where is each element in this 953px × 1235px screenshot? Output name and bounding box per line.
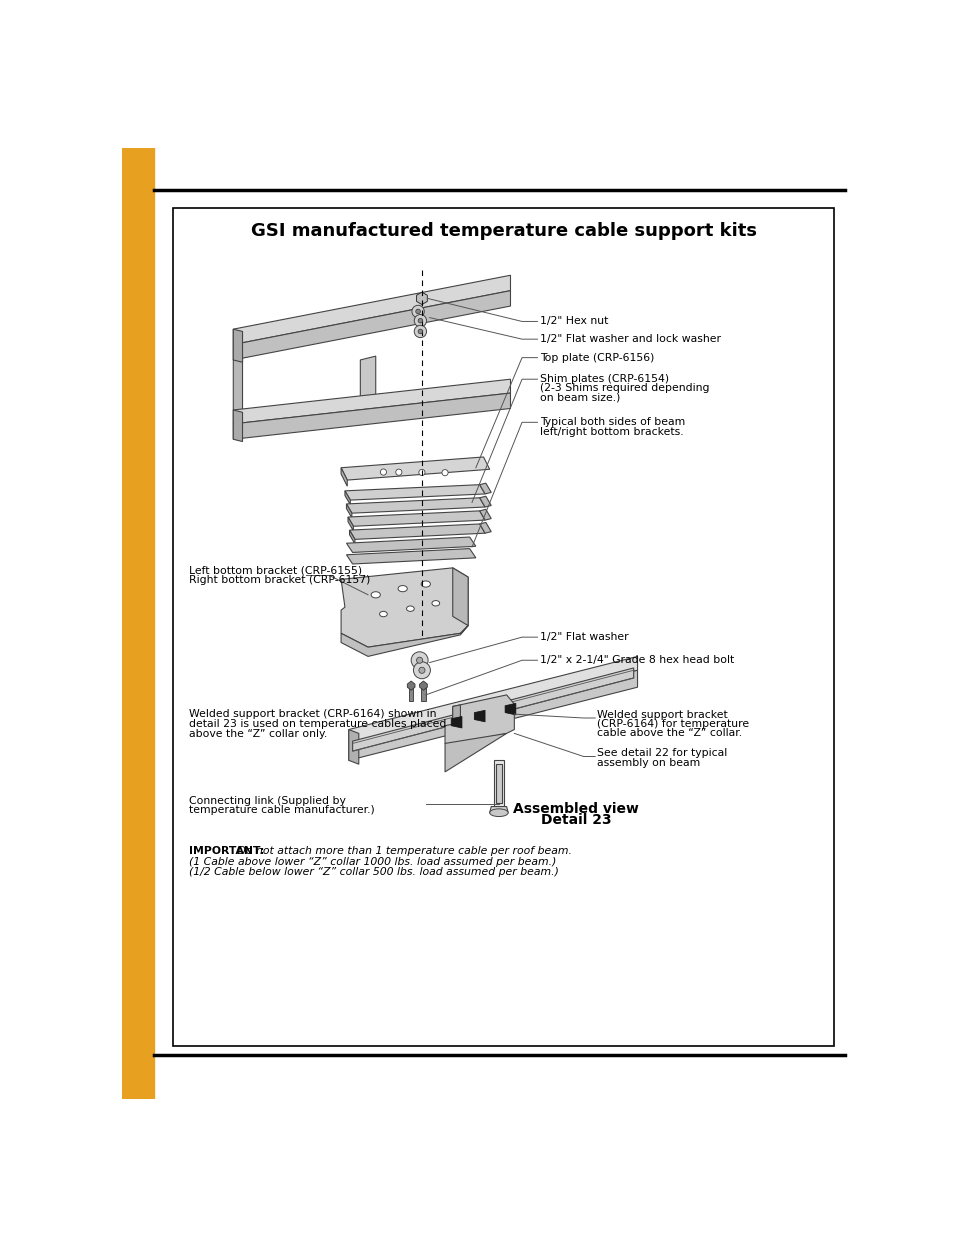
Polygon shape	[233, 393, 510, 440]
Text: assembly on beam: assembly on beam	[597, 757, 700, 768]
Polygon shape	[407, 680, 415, 690]
Text: Typical both sides of beam: Typical both sides of beam	[539, 417, 684, 427]
Bar	[121, 148, 153, 1099]
Polygon shape	[349, 656, 637, 743]
Circle shape	[411, 652, 428, 668]
Text: IMPORTANT:: IMPORTANT:	[190, 846, 265, 856]
Polygon shape	[479, 522, 491, 534]
Polygon shape	[348, 517, 353, 531]
Circle shape	[414, 325, 426, 337]
Polygon shape	[346, 548, 476, 564]
Polygon shape	[474, 710, 484, 721]
Text: Do not attach more than 1 temperature cable per roof beam.: Do not attach more than 1 temperature ca…	[233, 846, 572, 856]
Circle shape	[413, 662, 430, 679]
Text: Welded support bracket: Welded support bracket	[597, 710, 727, 720]
Polygon shape	[453, 568, 468, 626]
Text: Assembled view: Assembled view	[513, 802, 639, 816]
Polygon shape	[345, 484, 484, 500]
Bar	[409, 685, 413, 701]
Polygon shape	[496, 764, 501, 803]
Text: 1/2" Hex nut: 1/2" Hex nut	[539, 316, 607, 326]
Ellipse shape	[432, 600, 439, 606]
Polygon shape	[233, 275, 510, 345]
Text: 1/2" Flat washer and lock washer: 1/2" Flat washer and lock washer	[539, 335, 720, 345]
Polygon shape	[233, 330, 242, 362]
Text: 1/2" Flat washer: 1/2" Flat washer	[539, 632, 628, 642]
Circle shape	[418, 667, 425, 673]
Polygon shape	[504, 704, 516, 715]
Text: Left bottom bracket (CRP-6155): Left bottom bracket (CRP-6155)	[190, 566, 362, 576]
Ellipse shape	[371, 592, 380, 598]
Polygon shape	[346, 504, 352, 517]
Text: Connecting link (Supplied by: Connecting link (Supplied by	[190, 797, 346, 806]
Text: Top plate (CRP-6156): Top plate (CRP-6156)	[539, 353, 654, 363]
Text: GSI manufactured temperature cable support kits: GSI manufactured temperature cable suppo…	[251, 221, 756, 240]
Text: See detail 22 for typical: See detail 22 for typical	[597, 748, 727, 758]
Text: detail 23 is used on temperature cables placed: detail 23 is used on temperature cables …	[190, 719, 446, 729]
Polygon shape	[360, 356, 375, 414]
Text: (CRP-6164) for temperature: (CRP-6164) for temperature	[597, 719, 749, 729]
Polygon shape	[341, 457, 489, 480]
Circle shape	[441, 469, 448, 475]
Polygon shape	[349, 524, 484, 540]
Circle shape	[417, 330, 422, 333]
Polygon shape	[353, 668, 633, 751]
Ellipse shape	[379, 611, 387, 616]
Text: (1/2 Cable below lower “Z” collar 500 lbs. load assumed per beam.): (1/2 Cable below lower “Z” collar 500 lb…	[190, 867, 558, 877]
Polygon shape	[233, 410, 242, 442]
Polygon shape	[348, 511, 484, 526]
Polygon shape	[233, 325, 375, 359]
Polygon shape	[419, 680, 427, 690]
Text: temperature cable manufacturer.): temperature cable manufacturer.)	[190, 805, 375, 815]
Bar	[420, 685, 425, 701]
Ellipse shape	[406, 606, 414, 611]
Polygon shape	[444, 695, 514, 745]
Text: cable above the “Z” collar.: cable above the “Z” collar.	[597, 729, 741, 739]
Circle shape	[380, 469, 386, 475]
Polygon shape	[346, 537, 476, 552]
Text: (2-3 Shims required depending: (2-3 Shims required depending	[539, 383, 708, 394]
Polygon shape	[489, 806, 508, 813]
Bar	[173, 209, 833, 1046]
Text: Shim plates (CRP-6154): Shim plates (CRP-6154)	[539, 374, 668, 384]
Polygon shape	[233, 379, 510, 424]
Circle shape	[395, 469, 401, 475]
Polygon shape	[349, 530, 355, 543]
Text: left/right bottom brackets.: left/right bottom brackets.	[539, 426, 682, 436]
Text: above the “Z” collar only.: above the “Z” collar only.	[190, 729, 327, 739]
Ellipse shape	[420, 580, 430, 587]
Polygon shape	[341, 468, 347, 487]
Polygon shape	[416, 293, 427, 305]
Polygon shape	[341, 568, 468, 647]
Polygon shape	[346, 498, 484, 514]
Polygon shape	[233, 356, 242, 412]
Circle shape	[416, 657, 422, 663]
Circle shape	[417, 319, 422, 324]
Polygon shape	[233, 290, 510, 359]
Circle shape	[418, 469, 425, 475]
Polygon shape	[444, 734, 506, 772]
Text: (1 Cable above lower “Z” collar 1000 lbs. load assumed per beam.): (1 Cable above lower “Z” collar 1000 lbs…	[190, 857, 557, 867]
Polygon shape	[479, 483, 491, 494]
Polygon shape	[451, 716, 461, 727]
Polygon shape	[479, 509, 491, 520]
Circle shape	[412, 305, 424, 317]
Text: 1/2" x 2-1/4" Grade 8 hex head bolt: 1/2" x 2-1/4" Grade 8 hex head bolt	[539, 656, 733, 666]
Circle shape	[416, 309, 420, 314]
Polygon shape	[349, 730, 358, 764]
Polygon shape	[341, 626, 468, 656]
Ellipse shape	[489, 809, 508, 816]
Text: Welded support bracket (CRP-6164) shown in: Welded support bracket (CRP-6164) shown …	[190, 709, 436, 719]
Text: Detail 23: Detail 23	[540, 813, 611, 826]
Polygon shape	[479, 496, 491, 508]
Circle shape	[414, 315, 426, 327]
Polygon shape	[345, 490, 350, 505]
Text: on beam size.): on beam size.)	[539, 393, 619, 403]
Ellipse shape	[397, 585, 407, 592]
Polygon shape	[453, 705, 460, 724]
Text: Right bottom bracket (CRP-6157): Right bottom bracket (CRP-6157)	[190, 576, 371, 585]
Polygon shape	[349, 671, 637, 761]
Polygon shape	[493, 761, 504, 806]
